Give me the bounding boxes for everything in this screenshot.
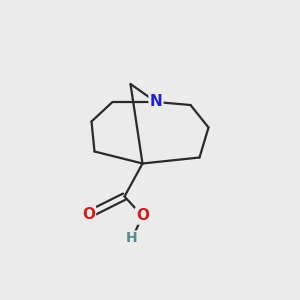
Text: N: N [150, 94, 162, 110]
Text: O: O [136, 208, 149, 224]
Text: O: O [82, 207, 95, 222]
Text: H: H [126, 232, 138, 245]
